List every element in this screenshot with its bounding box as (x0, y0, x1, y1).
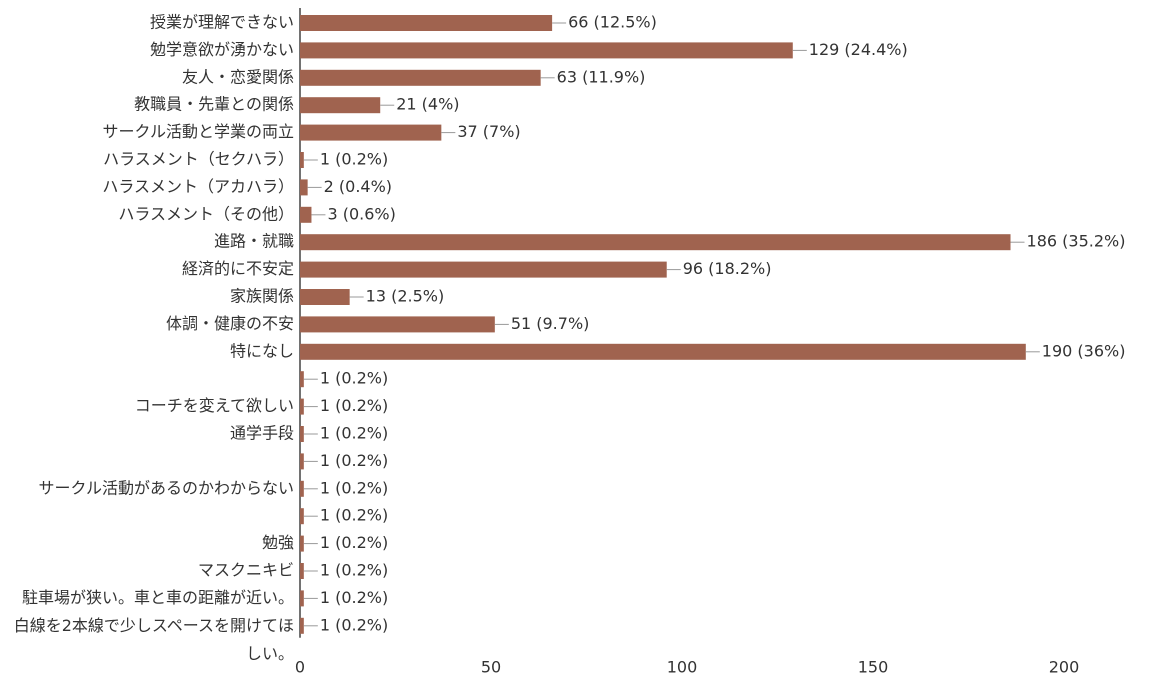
y-tick-label: 経済的に不安定 (182, 259, 294, 278)
y-tick-label: 勉強 (262, 533, 294, 552)
x-tick-label: 150 (858, 658, 889, 677)
value-label: 1 (0.2%) (320, 424, 388, 443)
x-tick-label: 0 (295, 658, 305, 677)
bar (300, 234, 1011, 251)
value-label: 1 (0.2%) (320, 451, 388, 470)
bar (300, 124, 442, 141)
value-label: 2 (0.4%) (324, 177, 392, 196)
y-tick-label: 教職員・先輩との関係 (134, 95, 294, 114)
bar (300, 206, 312, 223)
bar (300, 69, 541, 86)
value-label: 1 (0.2%) (320, 615, 388, 634)
y-tick-label: ハラスメント（その他） (118, 204, 294, 223)
bar (300, 480, 304, 497)
bar (300, 535, 304, 552)
value-label: 1 (0.2%) (320, 533, 388, 552)
value-label: 66 (12.5%) (568, 13, 657, 32)
bar (300, 289, 350, 305)
value-label: 3 (0.6%) (327, 204, 395, 223)
bar (300, 316, 495, 333)
value-label: 129 (24.4%) (809, 40, 908, 59)
y-tick-label: ハラスメント（セクハラ） (103, 150, 294, 169)
bar (300, 179, 308, 196)
value-label: 63 (11.9%) (557, 67, 646, 86)
value-label: 21 (4%) (396, 95, 459, 114)
value-label: 13 (2.5%) (366, 287, 445, 306)
value-label: 190 (36%) (1042, 341, 1126, 360)
bar (300, 371, 304, 388)
value-label: 1 (0.2%) (320, 588, 388, 607)
y-tick-label: 通学手段 (230, 424, 294, 443)
value-label: 1 (0.2%) (320, 396, 388, 415)
bar (300, 453, 304, 470)
value-label: 37 (7%) (457, 122, 520, 141)
value-label: 51 (9.7%) (511, 314, 590, 333)
y-tick-label: 進路・就職 (214, 232, 294, 251)
x-tick-label: 200 (1049, 658, 1080, 677)
y-tick-label: 勉学意欲が湧かない (150, 40, 294, 59)
bar (300, 343, 1026, 360)
bar (300, 398, 304, 415)
y-tick-label: 体調・健康の不安 (166, 314, 294, 333)
value-label: 1 (0.2%) (320, 478, 388, 497)
y-tick-label: マスクニキビ (198, 561, 294, 580)
y-tick-label: サークル活動があるのかわからない (38, 478, 294, 497)
bar (300, 97, 381, 114)
bar (300, 152, 304, 168)
value-label: 1 (0.2%) (320, 561, 388, 580)
y-tick-label: コーチを変えて欲しい (135, 396, 294, 415)
value-label: 96 (18.2%) (683, 259, 772, 278)
bar (300, 563, 304, 579)
y-tick-label: 友人・恋愛関係 (182, 67, 294, 86)
x-tick-label: 100 (667, 658, 698, 677)
y-tick-label: ハラスメント（アカハラ） (102, 177, 294, 196)
y-tick-label: 特になし (230, 341, 294, 360)
bar (300, 15, 553, 31)
bar (300, 508, 304, 525)
x-tick-label: 50 (481, 658, 501, 677)
bar (300, 590, 304, 607)
bar (300, 426, 304, 442)
y-tick-label: サークル活動と学業の両立 (102, 122, 294, 141)
value-label: 1 (0.2%) (320, 369, 388, 388)
bar (300, 261, 667, 278)
bar (300, 42, 793, 59)
value-label: 1 (0.2%) (320, 506, 388, 525)
value-label: 1 (0.2%) (320, 150, 388, 169)
value-label: 186 (35.2%) (1027, 232, 1126, 251)
y-tick-label: 駐車場が狭い。車と車の距離が近い。白線を2本線で少しスペースを開けてほしい。 (14, 587, 294, 662)
bar (300, 617, 304, 634)
y-tick-label: 授業が理解できない (150, 13, 294, 32)
y-tick-label: 家族関係 (230, 287, 294, 306)
